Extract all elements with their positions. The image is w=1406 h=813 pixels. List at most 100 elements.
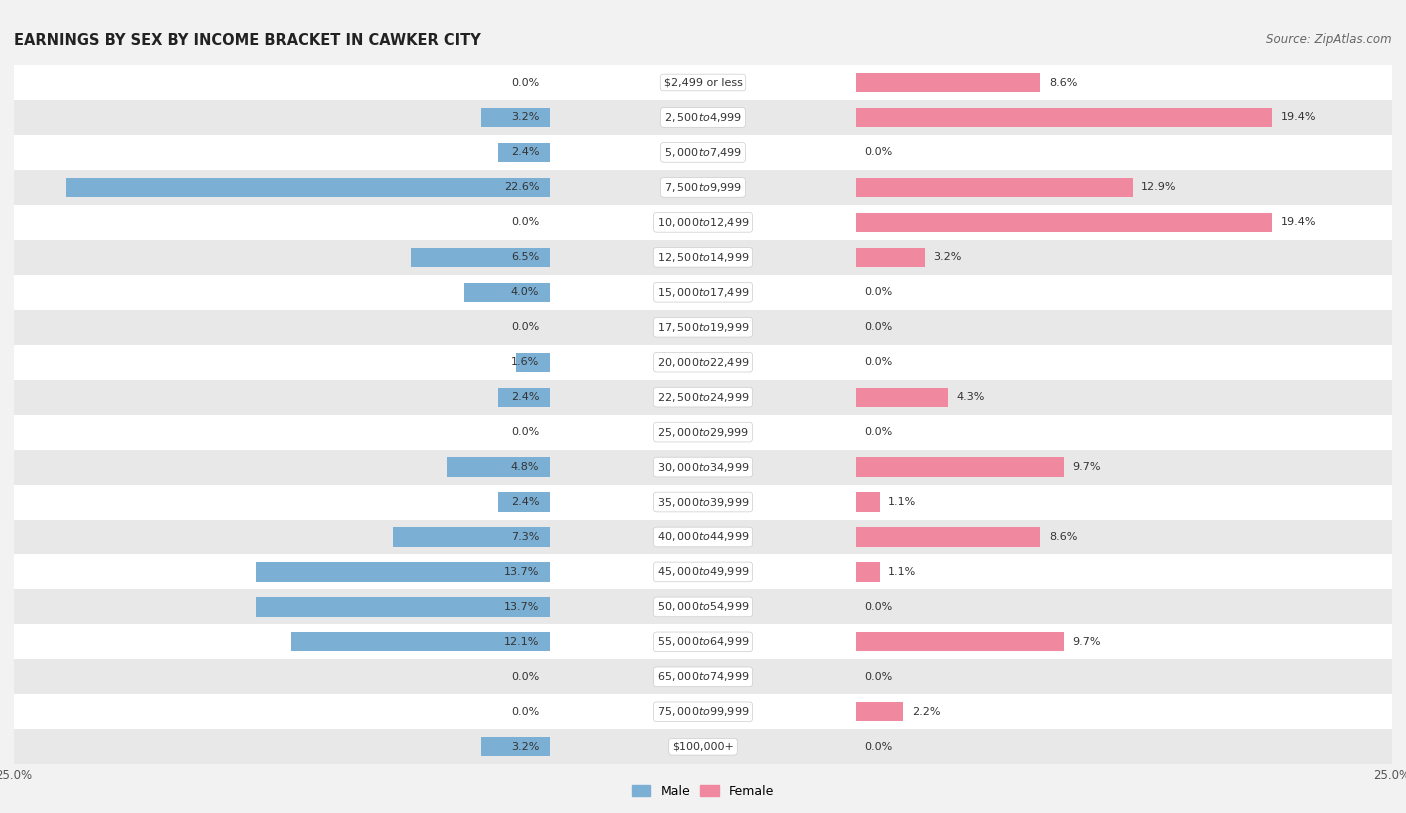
Text: 12.1%: 12.1%: [503, 637, 538, 647]
Text: 0.0%: 0.0%: [510, 77, 538, 88]
Bar: [856, 528, 1040, 546]
Bar: [0, 415, 1406, 450]
Bar: [0, 380, 1406, 415]
Legend: Male, Female: Male, Female: [627, 780, 779, 802]
Bar: [0, 485, 1406, 520]
Text: 0.0%: 0.0%: [865, 741, 893, 752]
Text: 0.0%: 0.0%: [865, 672, 893, 682]
Text: 0.0%: 0.0%: [510, 672, 538, 682]
Text: 6.5%: 6.5%: [510, 252, 538, 263]
Bar: [0, 554, 1406, 589]
Bar: [66, 178, 550, 197]
Bar: [0, 554, 1406, 589]
Text: 12.9%: 12.9%: [1142, 182, 1177, 193]
Text: 0.0%: 0.0%: [865, 147, 893, 158]
Bar: [0, 100, 1406, 135]
Bar: [291, 633, 550, 651]
Bar: [256, 563, 550, 581]
Text: $40,000 to $44,999: $40,000 to $44,999: [657, 531, 749, 543]
Text: $50,000 to $54,999: $50,000 to $54,999: [657, 601, 749, 613]
Bar: [0, 729, 1406, 764]
Text: 0.0%: 0.0%: [865, 602, 893, 612]
Text: $75,000 to $99,999: $75,000 to $99,999: [657, 706, 749, 718]
Bar: [0, 135, 1406, 170]
Bar: [856, 73, 1040, 92]
Bar: [256, 598, 550, 616]
Bar: [0, 240, 1406, 275]
Bar: [0, 275, 1406, 310]
Bar: [856, 493, 880, 511]
Bar: [856, 178, 1133, 197]
Bar: [0, 624, 1406, 659]
Text: 0.0%: 0.0%: [865, 287, 893, 298]
Text: 2.2%: 2.2%: [912, 706, 941, 717]
Bar: [0, 310, 1406, 345]
Bar: [856, 108, 1272, 127]
Text: 8.6%: 8.6%: [1049, 77, 1077, 88]
Text: $55,000 to $64,999: $55,000 to $64,999: [657, 636, 749, 648]
Bar: [0, 729, 1406, 764]
Bar: [0, 65, 1406, 100]
Bar: [856, 702, 903, 721]
Text: 2.4%: 2.4%: [510, 392, 538, 402]
Text: 7.3%: 7.3%: [510, 532, 538, 542]
Text: 0.0%: 0.0%: [865, 322, 893, 333]
Bar: [0, 694, 1406, 729]
Bar: [0, 65, 1406, 100]
Text: 2.4%: 2.4%: [510, 497, 538, 507]
Bar: [0, 729, 1406, 764]
Bar: [0, 275, 1406, 310]
Text: $35,000 to $39,999: $35,000 to $39,999: [657, 496, 749, 508]
Bar: [0, 310, 1406, 345]
Text: 3.2%: 3.2%: [510, 741, 538, 752]
Bar: [481, 737, 550, 756]
Text: 9.7%: 9.7%: [1073, 637, 1101, 647]
Text: $25,000 to $29,999: $25,000 to $29,999: [657, 426, 749, 438]
Bar: [0, 205, 1406, 240]
Text: $2,500 to $4,999: $2,500 to $4,999: [664, 111, 742, 124]
Text: $5,000 to $7,499: $5,000 to $7,499: [664, 146, 742, 159]
Text: $2,499 or less: $2,499 or less: [664, 77, 742, 88]
Text: 9.7%: 9.7%: [1073, 462, 1101, 472]
Bar: [0, 345, 1406, 380]
Bar: [0, 100, 1406, 135]
Bar: [0, 694, 1406, 729]
Bar: [0, 345, 1406, 380]
Bar: [0, 135, 1406, 170]
Bar: [0, 450, 1406, 485]
Bar: [499, 493, 550, 511]
Bar: [0, 520, 1406, 554]
Bar: [499, 388, 550, 406]
Bar: [0, 380, 1406, 415]
Bar: [856, 458, 1064, 476]
Text: 1.6%: 1.6%: [510, 357, 538, 367]
Text: $22,500 to $24,999: $22,500 to $24,999: [657, 391, 749, 403]
Text: $65,000 to $74,999: $65,000 to $74,999: [657, 671, 749, 683]
Bar: [856, 633, 1064, 651]
Bar: [0, 485, 1406, 520]
Text: 19.4%: 19.4%: [1281, 112, 1316, 123]
Text: 3.2%: 3.2%: [934, 252, 962, 263]
Bar: [481, 108, 550, 127]
Bar: [0, 415, 1406, 450]
Text: 0.0%: 0.0%: [510, 217, 538, 228]
Text: $20,000 to $22,499: $20,000 to $22,499: [657, 356, 749, 368]
Bar: [856, 563, 880, 581]
Bar: [0, 205, 1406, 240]
Text: $17,500 to $19,999: $17,500 to $19,999: [657, 321, 749, 333]
Bar: [0, 275, 1406, 310]
Text: 1.1%: 1.1%: [889, 567, 917, 577]
Text: 0.0%: 0.0%: [510, 427, 538, 437]
Text: 0.0%: 0.0%: [510, 322, 538, 333]
Text: 3.2%: 3.2%: [510, 112, 538, 123]
Text: 4.8%: 4.8%: [510, 462, 538, 472]
Bar: [0, 659, 1406, 694]
Text: $15,000 to $17,499: $15,000 to $17,499: [657, 286, 749, 298]
Bar: [0, 450, 1406, 485]
Bar: [0, 694, 1406, 729]
Bar: [856, 213, 1272, 232]
Bar: [0, 659, 1406, 694]
Text: $10,000 to $12,499: $10,000 to $12,499: [657, 216, 749, 228]
Bar: [0, 554, 1406, 589]
Text: 19.4%: 19.4%: [1281, 217, 1316, 228]
